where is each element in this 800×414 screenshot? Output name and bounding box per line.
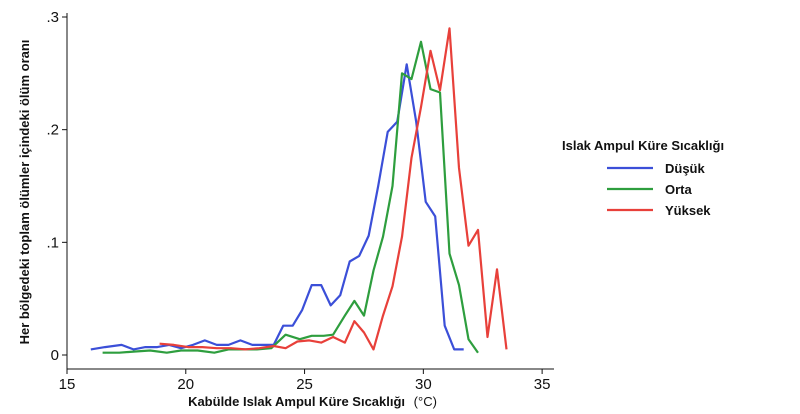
legend-items: Düşük Orta Yüksek [607,161,711,218]
y-tick-label: 0 [51,347,59,364]
x-tick-label: 20 [177,376,194,393]
y-tick-label: .2 [46,122,59,139]
x-axis-title: Kabülde Islak Ampul Küre Sıcaklığı (°C) [188,394,437,409]
series-line-yüksek [159,27,508,351]
y-axis: 0 .1 .2 .3 [46,9,68,369]
plot-area: 0 .1 .2 .3 15 20 25 30 35 [46,9,554,393]
legend-title: Islak Ampul Küre Sıcaklığı [562,138,724,153]
legend-label: Düşük [665,161,706,176]
y-tick-label: .1 [46,234,59,251]
series-line-orta [102,40,479,354]
x-tick-label: 30 [415,376,432,393]
series-lines [90,27,508,354]
x-axis-title-text: Kabülde Islak Ampul Küre Sıcaklığı [188,394,405,409]
x-axis: 15 20 25 30 35 [59,368,554,393]
x-tick-label: 25 [296,376,313,393]
x-tick-label: 35 [534,376,551,393]
y-tick-label: .3 [46,9,59,26]
legend: Islak Ampul Küre Sıcaklığı Düşük Orta Yüks… [562,138,724,218]
legend-label: Orta [665,182,693,197]
series-line-düşük [90,63,464,351]
y-axis-title: Her bölgedeki toplam ölümler içindeki öl… [17,40,32,345]
x-axis-title-unit: (°C) [414,394,437,409]
x-tick-label: 15 [59,376,76,393]
legend-label: Yüksek [665,203,711,218]
